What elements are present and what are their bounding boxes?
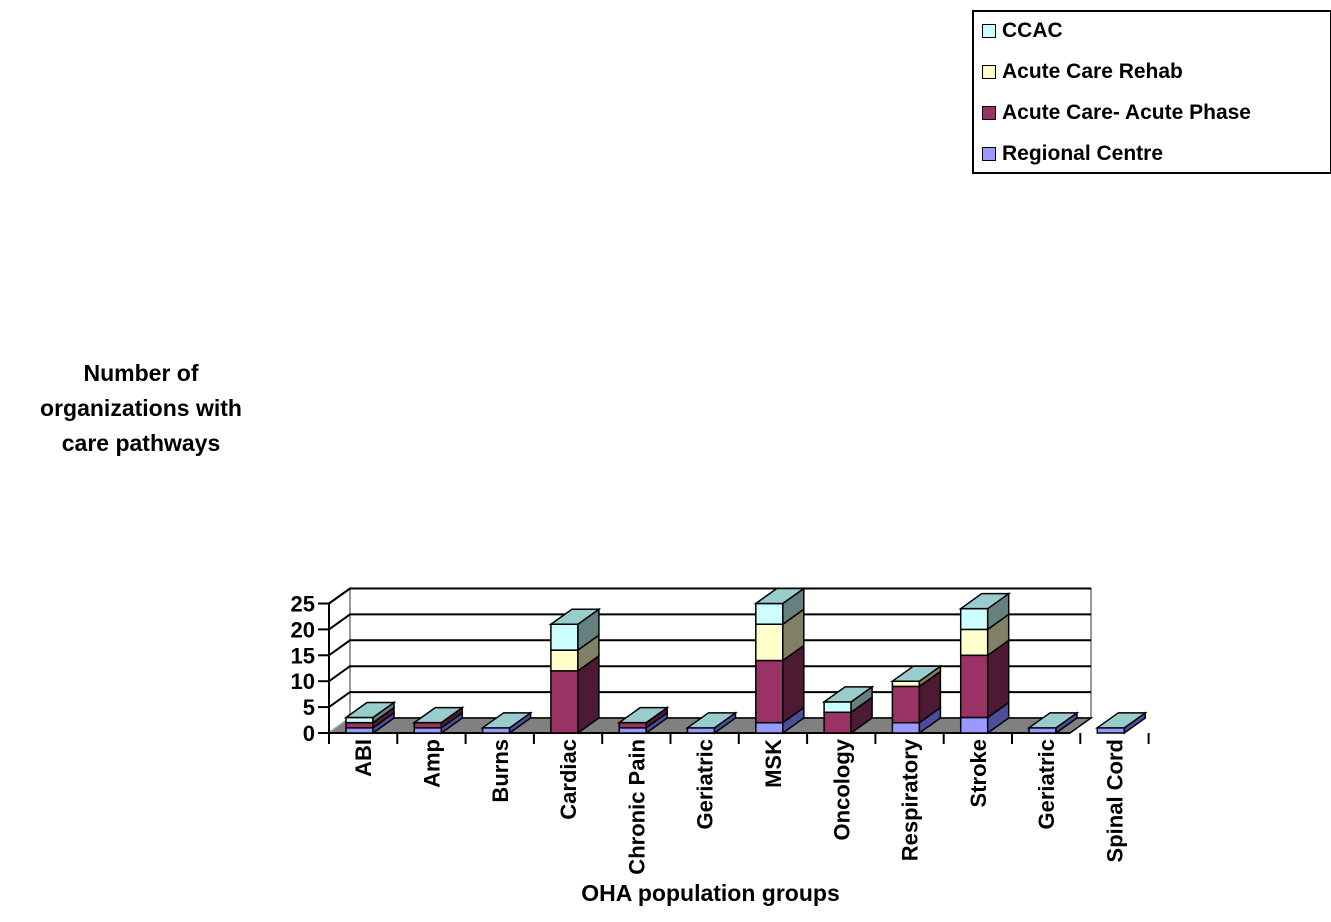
bar-stack [1026,711,1080,735]
x-tick-label: ABI [351,739,376,777]
bar-acute-phase [550,670,579,734]
bar-regional-centre [959,716,989,734]
legend-item: Regional Centre [982,139,1163,169]
bar-top [958,592,1012,610]
bar-top [616,706,670,724]
bar-regional-centre [345,727,374,734]
bar-acute-phase [959,654,989,719]
x-tick-label: Respiratory [898,738,923,861]
bar-stack [958,592,1012,735]
legend-label: CCAC [1002,19,1063,42]
bar-top [548,608,602,625]
legend-swatch [982,106,996,120]
x-tick-label: Burns [488,739,513,803]
bar-top [1094,712,1148,729]
bar-acute-phase [823,711,852,734]
y-tick-label: 10 [291,669,315,694]
bar-ccac [823,701,852,714]
legend-item: CCAC [982,16,1063,46]
y-axis-label: Number of organizations with care pathwa… [0,356,282,461]
bar-stack [343,701,397,735]
bar-stack [890,664,943,735]
bar-acute-phase [413,721,443,729]
bar-top [821,686,875,703]
y-axis-label-line: Number of [83,360,199,386]
x-axis-label: OHA population groups [581,880,840,906]
x-tick-label: MSK [761,739,786,788]
bar-regional-centre [481,727,511,734]
legend-item: Acute Care Rehab [982,57,1183,87]
bar-stack [616,706,670,735]
bar-regional-centre [618,727,647,734]
x-tick-label: Geriatric [1034,739,1059,830]
bar-stack [548,607,602,735]
bar-acute-phase [755,659,784,724]
bar-top [480,712,533,729]
legend-label: Acute Care- Acute Phase [1002,101,1251,124]
bar-top [1026,712,1080,729]
bar-ccac [755,602,784,625]
legend-item: Acute Care- Acute Phase [982,98,1251,128]
bar-stack [1094,711,1148,735]
bar-regional-centre [686,727,716,734]
bar-acute-phase [345,721,374,729]
bar-regional-centre [755,721,784,734]
bar-stack [411,706,465,735]
x-tick-label: Chronic Pain [624,739,649,875]
bar-acute-rehab [550,649,579,672]
bar-top [890,665,943,682]
legend-swatch [982,65,996,79]
bar-top [685,712,738,729]
x-tick-label: Oncology [829,738,854,840]
legend: CCAC Acute Care Rehab Acute Care- Acute Ph… [972,10,1331,174]
bars [343,587,1148,735]
bar-acute-rehab [959,628,989,657]
bar-ccac [345,716,374,724]
x-tick-label: Amp [419,739,444,788]
y-tick-label: 15 [291,643,315,668]
bar-stack [685,711,738,735]
x-tick-labels: ABI Amp Burns Cardiac Chronic Pain Geriatric M… [351,738,1127,874]
gridline [328,587,1091,605]
legend-label: Acute Care Rehab [1002,60,1183,83]
bar-ccac [959,607,989,631]
bar-stack [480,711,533,735]
bar-regional-centre [1028,727,1057,734]
bar-acute-rehab [891,680,921,688]
y-tick-label: 0 [303,721,315,746]
x-tick-label: Stroke [966,739,991,807]
bar-top [753,587,807,605]
gridline [328,665,1091,683]
y-tick-label: 25 [291,592,315,617]
bar-top [411,706,465,724]
bar-ccac [550,623,579,651]
bar-stack [821,685,875,735]
bar-top [343,701,397,719]
legend-swatch [982,147,996,161]
side-wall [328,586,351,735]
bar-stack [753,587,807,735]
bar-regional-centre [891,721,921,734]
y-axis-label-line: care pathways [61,430,221,456]
y-tick-label: 5 [303,695,315,720]
bar-regional-centre [1096,727,1126,734]
bar-regional-centre [413,727,443,734]
x-tick-label: Cardiac [556,739,581,820]
legend-swatch [982,24,996,38]
bar-acute-phase [618,721,647,729]
y-axis-label-line: organizations with [40,395,242,421]
legend-label: Regional Centre [1002,142,1164,165]
gridline [328,613,1091,631]
y-tick-label: 20 [291,617,315,642]
bar-acute-rehab [755,623,784,662]
gridline [328,639,1091,657]
bar-acute-phase [891,685,921,724]
x-tick-label: Geriatric [693,739,718,830]
x-tick-label: Spinal Cord [1102,739,1127,862]
